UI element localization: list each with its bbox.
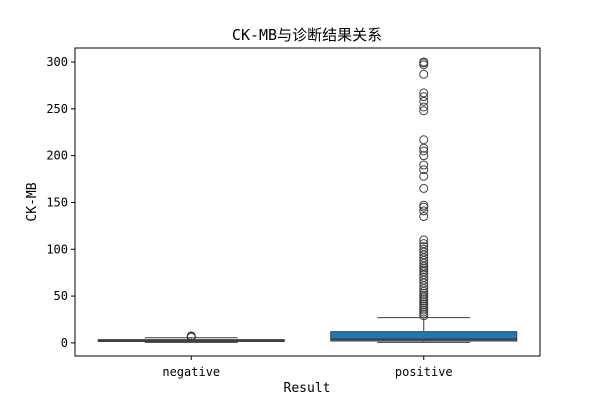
outlier-point [419, 106, 429, 116]
outlier-point [419, 212, 429, 222]
y-tick-label: 100 [46, 242, 68, 256]
outlier-point [419, 151, 429, 161]
outlier-point [419, 200, 429, 210]
chart-title: CK-MB与诊断结果关系 [232, 26, 382, 44]
outlier-point [419, 241, 429, 251]
x-tick-label: negative [162, 365, 220, 379]
outlier-point [419, 183, 429, 193]
x-tick-label: positive [395, 365, 453, 379]
outlier-point [419, 206, 429, 216]
outlier-point [419, 92, 429, 102]
y-tick-label: 150 [46, 195, 68, 209]
x-axis-label: Result [284, 381, 331, 396]
plot-frame [74, 47, 541, 357]
outlier-point [419, 146, 429, 156]
y-tick-label: 200 [46, 149, 68, 163]
y-tick-label: 0 [61, 336, 68, 350]
outlier-point [419, 165, 429, 175]
y-tick-label: 250 [46, 102, 68, 116]
outlier-point [419, 69, 429, 79]
y-tick-label: 50 [54, 289, 68, 303]
outlier-point [419, 88, 429, 98]
y-tick-label: 300 [46, 55, 68, 69]
outlier-point [186, 331, 196, 341]
outlier-point [419, 102, 429, 112]
box-positive [330, 331, 518, 342]
outlier-point [419, 135, 429, 145]
outlier-point [419, 171, 429, 181]
outlier-point [419, 57, 429, 67]
outlier-point [419, 272, 429, 282]
outlier-point [419, 235, 429, 245]
outlier-point [419, 96, 429, 106]
outlier-point [419, 244, 429, 254]
plot-area: 0 50 100 150 200 250 300 negative positive [46, 55, 518, 379]
outlier-point [419, 160, 429, 170]
y-axis-label: CK-MB [25, 182, 40, 221]
outlier-point [419, 239, 429, 249]
